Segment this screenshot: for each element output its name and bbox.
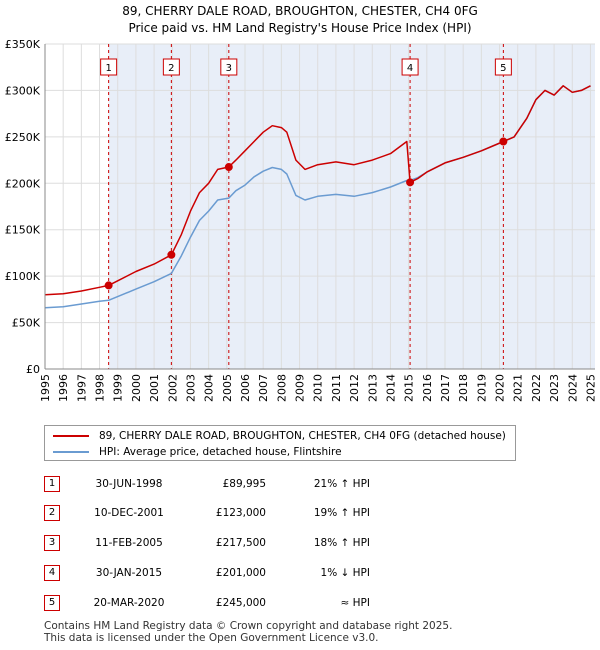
x-tick-label: 2012 <box>348 374 361 402</box>
sale-marker-badge <box>100 58 118 76</box>
x-tick-label: 1997 <box>75 374 88 402</box>
y-tick-label: £250K <box>5 131 41 144</box>
x-tick-label: 2002 <box>166 374 179 402</box>
x-tick-label: 2024 <box>566 374 579 402</box>
sale-badge: 3 <box>44 535 60 551</box>
legend-swatch-property <box>53 435 89 437</box>
sale-marker-badge <box>220 58 238 76</box>
x-tick-label: 2019 <box>475 374 488 402</box>
ownership-band <box>410 44 504 369</box>
x-tick-label: 2015 <box>403 374 416 402</box>
sale-badge: 2 <box>44 505 60 521</box>
x-tick-label: 2006 <box>239 374 252 402</box>
ownership-band <box>171 44 229 369</box>
sale-marker-badge <box>494 58 512 76</box>
sale-price: £201,000 <box>215 567 266 579</box>
title-line-2: Price paid vs. HM Land Registry's House … <box>128 21 472 35</box>
legend-item-hpi: HPI: Average price, detached house, Flin… <box>53 444 342 460</box>
sale-price: £217,500 <box>215 537 266 549</box>
table-row: 5 20-MAR-2020 £245,000 ≈ HPI <box>44 595 464 613</box>
sale-hpi-compare: 1% ↓ HPI <box>320 567 370 579</box>
x-tick-label: 2005 <box>221 374 234 402</box>
x-tick-label: 2008 <box>275 374 288 402</box>
chart-title: 89, CHERRY DALE ROAD, BROUGHTON, CHESTER… <box>0 0 600 37</box>
sale-date: 20-MAR-2020 <box>93 597 165 609</box>
x-tick-label: 2004 <box>203 374 216 402</box>
x-tick-label: 2010 <box>312 374 325 402</box>
sale-badge: 5 <box>44 595 60 611</box>
sale-point <box>499 137 508 146</box>
sale-badge: 4 <box>44 565 60 581</box>
x-tick-label: 2017 <box>439 374 452 402</box>
y-tick-label: £100K <box>5 270 41 283</box>
x-tick-label: 2022 <box>530 374 543 402</box>
footer-line-2: This data is licensed under the Open Gov… <box>44 632 379 644</box>
sale-price: £123,000 <box>215 507 266 519</box>
x-tick-label: 1995 <box>39 374 52 402</box>
table-row: 4 30-JAN-2015 £201,000 1% ↓ HPI <box>44 565 464 583</box>
sale-badge: 1 <box>44 476 60 492</box>
sale-price: £89,995 <box>222 478 266 490</box>
x-tick-label: 2001 <box>148 374 161 402</box>
sale-date: 30-JUN-1998 <box>95 478 163 490</box>
sale-marker-badge <box>401 58 419 76</box>
title-line-1: 89, CHERRY DALE ROAD, BROUGHTON, CHESTER… <box>122 4 478 18</box>
legend-item-property: 89, CHERRY DALE ROAD, BROUGHTON, CHESTER… <box>53 428 506 444</box>
table-row: 3 11-FEB-2005 £217,500 18% ↑ HPI <box>44 535 464 553</box>
sale-marker-label: 5 <box>500 63 506 74</box>
x-tick-label: 2021 <box>512 374 525 402</box>
y-tick-label: £200K <box>5 177 41 190</box>
sale-date: 11-FEB-2005 <box>95 537 163 549</box>
x-tick-label: 2011 <box>330 374 343 402</box>
legend-label-property: 89, CHERRY DALE ROAD, BROUGHTON, CHESTER… <box>99 430 506 442</box>
sale-point <box>224 163 233 172</box>
sale-date: 10-DEC-2001 <box>94 507 164 519</box>
legend-swatch-hpi <box>53 451 89 453</box>
x-tick-label: 2000 <box>130 374 143 402</box>
property-price-line <box>44 85 591 296</box>
sale-price: £245,000 <box>215 597 266 609</box>
sale-marker-label: 3 <box>226 63 232 74</box>
legend: 89, CHERRY DALE ROAD, BROUGHTON, CHESTER… <box>44 425 516 461</box>
sale-hpi-compare: 19% ↑ HPI <box>313 507 370 519</box>
sale-point <box>167 250 176 259</box>
sale-point <box>104 281 113 290</box>
sale-date: 30-JAN-2015 <box>95 567 163 579</box>
sale-marker-label: 2 <box>168 63 174 74</box>
x-tick-label: 2018 <box>457 374 470 402</box>
x-tick-label: 1998 <box>94 374 107 402</box>
y-tick-label: £50K <box>12 317 41 330</box>
footer-note: Contains HM Land Registry data © Crown c… <box>44 620 452 644</box>
y-tick-label: £300K <box>5 84 41 97</box>
x-tick-label: 2009 <box>294 374 307 402</box>
ownership-band <box>228 44 411 369</box>
x-tick-label: 2025 <box>584 374 597 402</box>
x-tick-label: 2013 <box>366 374 379 402</box>
x-tick-label: 2014 <box>384 374 397 402</box>
x-tick-label: 2016 <box>421 374 434 402</box>
y-tick-label: £0 <box>26 363 40 376</box>
x-tick-label: 2020 <box>494 374 507 402</box>
sale-marker-badge <box>162 58 180 76</box>
sale-point <box>406 178 415 187</box>
x-tick-label: 1996 <box>57 374 70 402</box>
ownership-band <box>108 44 172 369</box>
sale-hpi-compare: 21% ↑ HPI <box>313 478 370 490</box>
sale-hpi-compare: 18% ↑ HPI <box>313 537 370 549</box>
sale-marker-label: 4 <box>407 63 413 74</box>
ownership-band <box>503 44 595 369</box>
price-chart: 1 2 3 4 5 £0 £50K £100K £150K £200K £250K £300K £350… <box>5 38 598 402</box>
y-tick-label: £150K <box>5 224 41 237</box>
legend-label-hpi: HPI: Average price, detached house, Flin… <box>99 446 342 458</box>
footer-line-1: Contains HM Land Registry data © Crown c… <box>44 620 453 632</box>
table-row: 2 10-DEC-2001 £123,000 19% ↑ HPI <box>44 505 464 523</box>
x-tick-label: 2003 <box>184 374 197 402</box>
x-tick-label: 2007 <box>257 374 270 402</box>
table-row: 1 30-JUN-1998 £89,995 21% ↑ HPI <box>44 476 464 494</box>
sale-marker-label: 1 <box>105 63 111 74</box>
y-tick-label: £350K <box>5 38 41 51</box>
x-tick-label: 2023 <box>548 374 561 402</box>
x-tick-label: 1999 <box>112 374 125 402</box>
sale-hpi-compare: ≈ HPI <box>340 597 370 609</box>
